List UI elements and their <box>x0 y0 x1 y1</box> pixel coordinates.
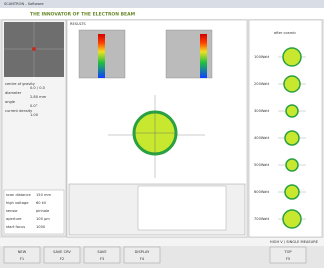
field-label: diameter <box>5 91 22 95</box>
beam-circle <box>285 185 299 199</box>
setting-value: 1000 <box>36 225 46 229</box>
button-key: F4 <box>140 257 145 261</box>
button-key: F2 <box>60 257 64 261</box>
button-label: TOP <box>283 250 292 254</box>
beam-circle <box>285 131 299 145</box>
button-key: F3 <box>100 257 104 261</box>
beam-circle <box>286 105 298 117</box>
button-label: NEW <box>18 250 27 254</box>
field-value: 0.0 / 0.0 <box>30 86 46 90</box>
field-value: 1.00 <box>30 113 39 117</box>
item-label: 400Watt <box>254 136 270 140</box>
button-key: F1 <box>20 257 24 261</box>
setting-value: pinhole <box>36 209 50 213</box>
button-label: SAVE <box>97 250 107 254</box>
item-label: 200Watt <box>254 82 270 86</box>
beam-circle <box>286 159 298 171</box>
title-bar <box>0 0 324 8</box>
screen: SCANTRON - Software THE INNOVATOR OF THE… <box>0 0 324 264</box>
setting-value: 60 kV <box>36 201 47 205</box>
item-label: 100Watt <box>254 55 270 59</box>
window-title: SCANTRON - Software <box>4 2 44 6</box>
setting-value: 150 mm <box>36 193 52 197</box>
button-label: DISPLAY <box>135 250 151 254</box>
field-value: 0.0° <box>30 104 38 108</box>
header-title: THE INNOVATOR OF THE ELECTRON BEAM <box>30 12 136 18</box>
field-label: current density <box>5 109 33 113</box>
right-title: after cosmic <box>274 31 296 35</box>
beam-circle <box>283 48 301 66</box>
setting-label: sensor <box>6 209 18 213</box>
button-key: F5 <box>286 257 290 261</box>
setting-label: high voltage <box>6 201 29 205</box>
setting-label: aperture <box>6 217 22 221</box>
beam-circle <box>284 76 300 92</box>
setting-label: start focus <box>6 225 25 229</box>
setting-value: 100 µm <box>36 217 50 221</box>
setting-label: scan distance <box>6 193 31 197</box>
item-label: 600Watt <box>254 190 270 194</box>
field-label: angle <box>5 100 16 104</box>
field-value: 2.80 mm <box>30 95 47 99</box>
item-label: 500Watt <box>254 163 270 167</box>
center-label: RESULTS <box>70 22 86 26</box>
item-label: 300Watt <box>254 109 270 113</box>
status: HIGH V / SINGLE MEASURE <box>270 240 319 244</box>
beam-circle <box>283 210 301 228</box>
button-label: SAVE CRV <box>53 250 71 254</box>
item-label: 700Watt <box>254 217 270 221</box>
